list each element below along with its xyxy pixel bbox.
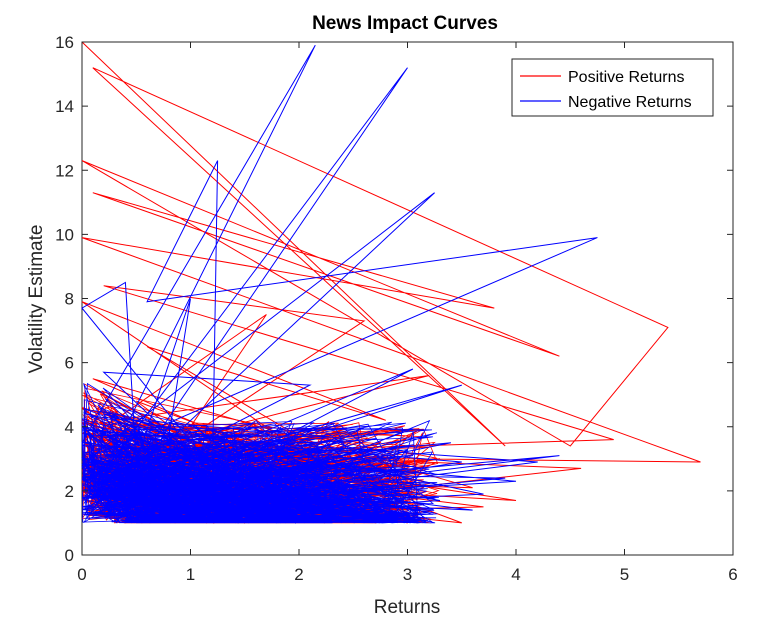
x-axis-label: Returns [374, 597, 441, 618]
series-layer [81, 41, 701, 525]
legend: Positive Returns Negative Returns [511, 58, 714, 117]
y-axis-label: Volatility Estimate [26, 225, 47, 374]
series-line [81, 44, 598, 524]
x-tick-label: 1 [186, 565, 195, 584]
x-tick-label: 0 [77, 565, 86, 584]
x-tick-label: 2 [294, 565, 303, 584]
y-tick-label: 0 [65, 546, 74, 565]
legend-label-positive-returns: Positive Returns [568, 69, 685, 86]
x-tick-label: 5 [620, 565, 629, 584]
series-negative-returns [81, 44, 598, 525]
x-tick-label: 3 [403, 565, 412, 584]
y-tick-label: 2 [65, 482, 74, 501]
y-tick-label: 12 [55, 161, 74, 180]
y-tick-label: 16 [55, 33, 74, 52]
chart-title: News Impact Curves [312, 13, 498, 34]
legend-label-negative-returns: Negative Returns [568, 94, 692, 111]
y-tick-label: 14 [55, 97, 74, 116]
x-tick-label: 6 [728, 565, 737, 584]
y-tick-label: 10 [55, 225, 74, 244]
legend-box [511, 58, 714, 117]
y-tick-label: 8 [65, 290, 74, 309]
x-tick-label: 4 [511, 565, 520, 584]
y-tick-label: 6 [65, 354, 74, 373]
y-tick-label: 4 [65, 418, 74, 437]
